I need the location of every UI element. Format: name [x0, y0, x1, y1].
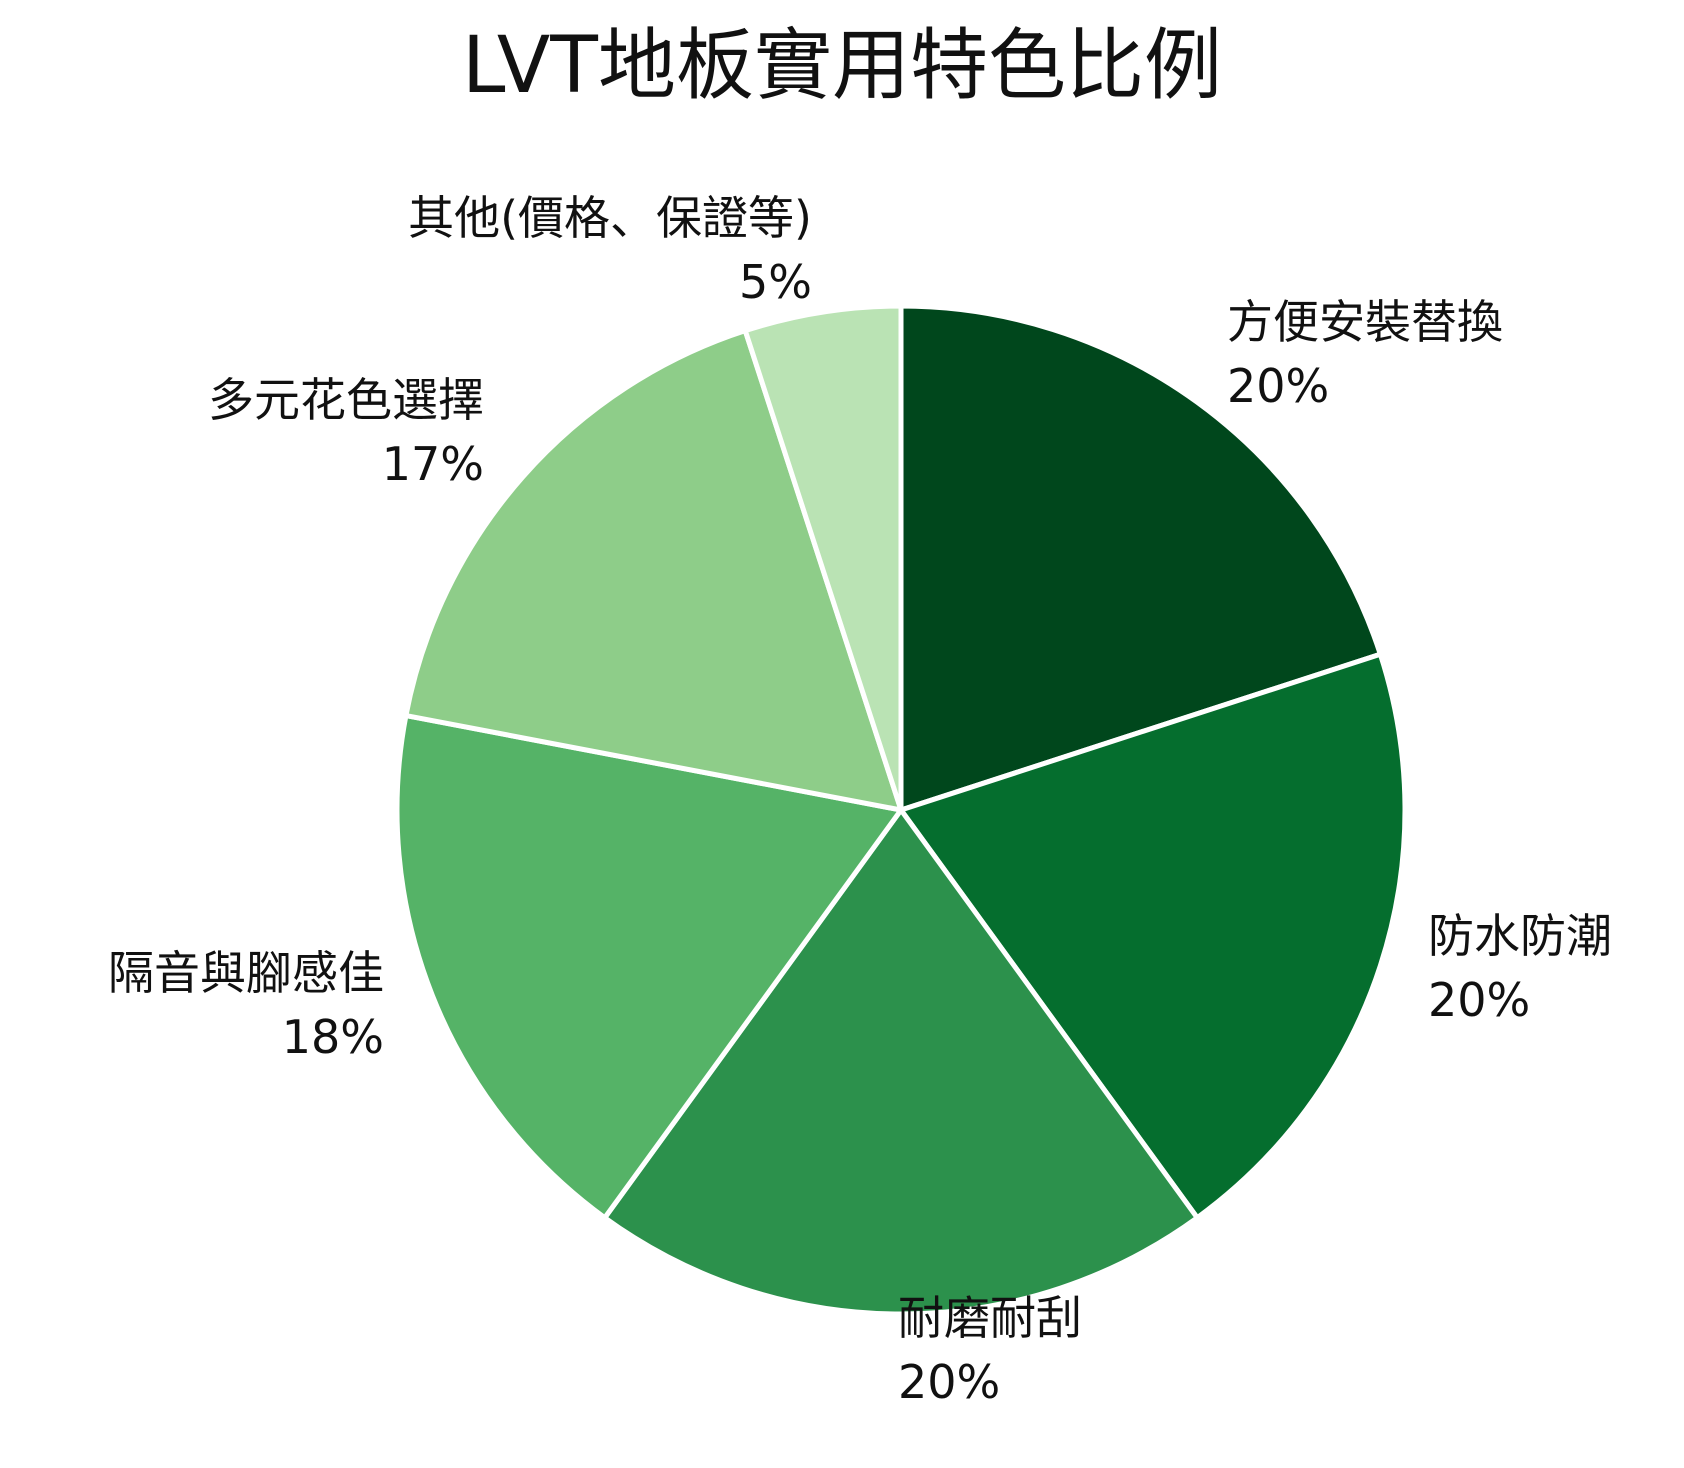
slice-percent: 20%: [898, 1355, 1001, 1410]
slice-label-other: 其他(價格、保證等) 5%: [408, 186, 812, 315]
pie-slice-2: [602, 807, 1200, 1317]
slice-percent: 5%: [739, 255, 812, 310]
slice-name: 多元花色選擇: [208, 373, 484, 427]
slice-label-waterproof: 防水防潮 20%: [1428, 904, 1612, 1033]
slice-percent: 20%: [1227, 359, 1330, 414]
slice-percent: 20%: [1428, 973, 1531, 1028]
slice-name: 耐磨耐刮: [898, 1291, 1082, 1345]
slice-percent: 18%: [281, 1010, 384, 1065]
pie-slice-3: [394, 713, 904, 1221]
slice-name: 其他(價格、保證等): [408, 191, 812, 245]
pie-slice-4: [403, 328, 904, 813]
slice-label-easy-install: 方便安裝替換 20%: [1227, 290, 1503, 419]
pie-slice-1: [898, 651, 1408, 1221]
slice-percent: 17%: [381, 437, 484, 492]
slice-label-colors: 多元花色選擇 17%: [208, 368, 484, 497]
slice-name: 隔音與腳感佳: [108, 946, 384, 1000]
chart-title: LVT地板實用特色比例: [462, 21, 1222, 111]
pie-slice-5: [742, 303, 904, 813]
pie-slice-0: [898, 303, 1383, 813]
slice-name: 防水防潮: [1428, 909, 1612, 963]
slice-label-soundproof: 隔音與腳感佳 18%: [108, 941, 384, 1070]
slice-name: 方便安裝替換: [1227, 295, 1503, 349]
slice-label-wear-resistant: 耐磨耐刮 20%: [898, 1286, 1082, 1415]
